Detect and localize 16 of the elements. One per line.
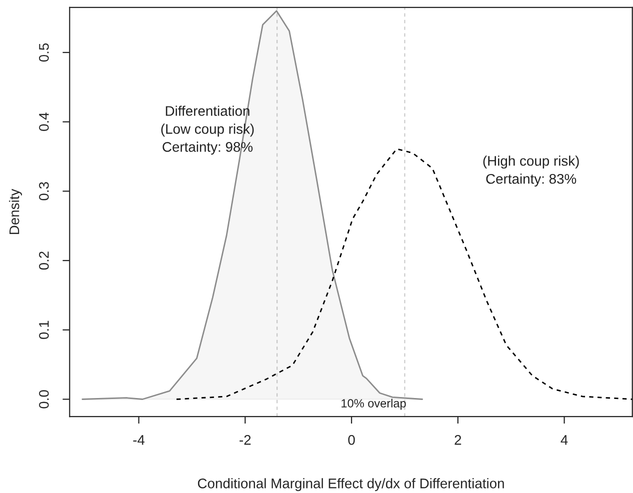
x-tick-label: -2 bbox=[240, 435, 251, 445]
annotation: (High coup risk) Certainty: 83% bbox=[483, 156, 579, 187]
y-tick-label: 0.5 bbox=[38, 43, 49, 62]
x-tick-label: 4 bbox=[560, 435, 568, 445]
y-tick-label: 0.3 bbox=[38, 182, 49, 200]
x-axis-title: Conditional Marginal Effect dy/dx of Differentiation bbox=[198, 478, 504, 492]
x-tick-label: -4 bbox=[133, 435, 145, 445]
x-tick-label: 0 bbox=[348, 435, 355, 445]
annotation: 10% overlap bbox=[342, 398, 406, 410]
y-tick-label: 0.2 bbox=[38, 252, 49, 270]
y-tick-label: 0.0 bbox=[38, 390, 49, 408]
x-tick-label: 2 bbox=[454, 435, 462, 445]
y-tick-label: 0.4 bbox=[38, 112, 49, 131]
y-axis-title: Density bbox=[9, 188, 22, 234]
y-tick-label: 0.1 bbox=[38, 320, 49, 339]
annotation: Differentiation (Low coup risk) Certainty: 98% bbox=[161, 106, 254, 155]
